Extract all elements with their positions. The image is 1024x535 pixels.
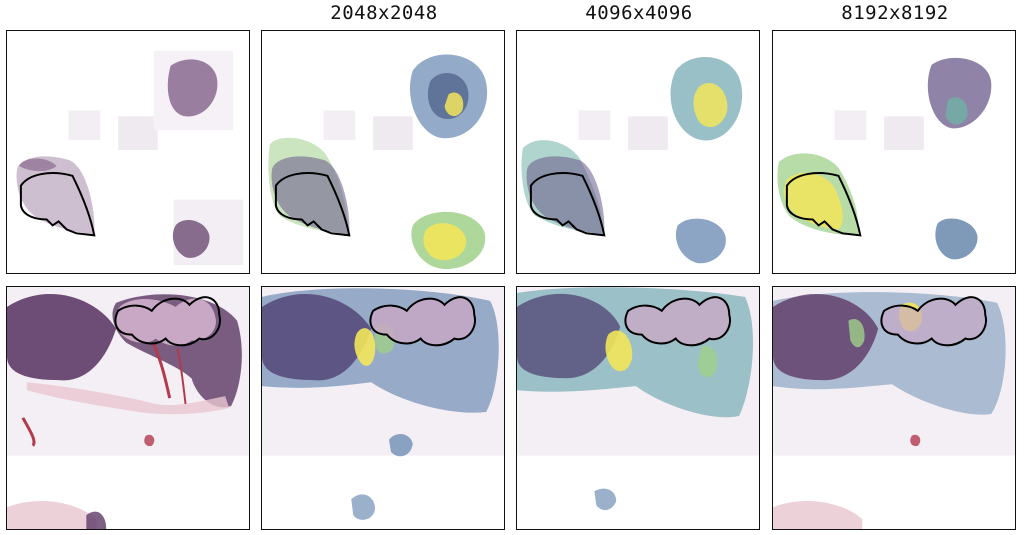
panel-row1-2048 [261,30,505,274]
column-header-4096: 4096x4096 [585,2,693,24]
panel-row1-8192 [772,30,1016,274]
heatmap-row2-8192 [773,287,1015,529]
panel-row1-original [6,30,250,274]
heatmap-row2-4096 [517,287,759,511]
panel-row2-2048 [261,286,505,530]
column-header-8192: 8192x8192 [841,2,949,24]
annotation-outline [880,296,988,347]
slide-thumbnail-row1-original [16,50,244,266]
heatmap-row2-2048 [262,287,504,520]
annotation-outline [785,172,862,237]
panel-row2-8192 [772,286,1016,530]
annotation-outline [624,296,732,347]
panel-row2-4096 [516,286,760,530]
panel-row2-original [6,286,250,530]
annotation-outline [274,172,351,237]
annotation-outline [19,172,96,237]
annotation-outline [114,296,222,347]
panel-row1-4096 [516,30,760,274]
annotation-outline [369,296,477,347]
annotation-outline [529,172,606,237]
heatmap-row1-4096 [521,56,743,264]
column-header-2048: 2048x2048 [330,2,438,24]
heatmap-row1-8192 [777,57,992,260]
column-header-original [6,0,252,26]
slide-thumbnail-row2-original [7,287,249,529]
heatmap-row1-2048 [268,54,488,270]
